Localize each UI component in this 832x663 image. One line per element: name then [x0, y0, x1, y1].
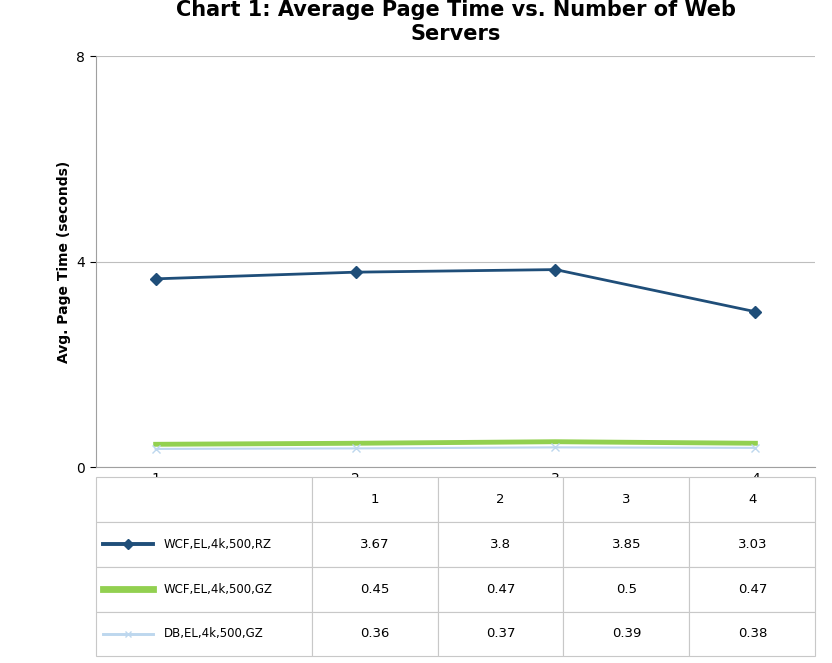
Text: 0.47: 0.47	[486, 583, 515, 596]
Bar	[96, 477, 312, 522]
Text: 3: 3	[622, 493, 631, 507]
Text: 0.36: 0.36	[360, 627, 389, 640]
Title: Chart 1: Average Page Time vs. Number of Web
Servers: Chart 1: Average Page Time vs. Number of…	[176, 1, 735, 44]
Bar	[96, 567, 312, 611]
Text: 2: 2	[496, 493, 505, 507]
Text: WCF,EL,4k,500,GZ: WCF,EL,4k,500,GZ	[164, 583, 273, 596]
Text: 0.47: 0.47	[738, 583, 767, 596]
Bar	[438, 477, 563, 522]
Text: 0.39: 0.39	[612, 627, 641, 640]
Text: 0.38: 0.38	[738, 627, 767, 640]
Bar	[312, 611, 438, 656]
Bar	[563, 522, 690, 567]
Y-axis label: Avg. Page Time (seconds): Avg. Page Time (seconds)	[57, 160, 71, 363]
Bar	[563, 477, 690, 522]
Bar	[96, 611, 312, 656]
Bar	[563, 611, 690, 656]
Bar	[438, 611, 563, 656]
Bar	[438, 522, 563, 567]
Bar	[312, 567, 438, 611]
Text: 0.45: 0.45	[360, 583, 389, 596]
Bar	[690, 522, 815, 567]
Bar	[690, 611, 815, 656]
Text: 4: 4	[748, 493, 756, 507]
Bar	[312, 477, 438, 522]
Text: 3.85: 3.85	[612, 538, 641, 551]
Bar	[690, 567, 815, 611]
Text: 3.03: 3.03	[738, 538, 767, 551]
Bar	[312, 522, 438, 567]
Text: 0.37: 0.37	[486, 627, 515, 640]
Text: DB,EL,4k,500,GZ: DB,EL,4k,500,GZ	[164, 627, 264, 640]
Bar	[96, 522, 312, 567]
Text: WCF,EL,4k,500,RZ: WCF,EL,4k,500,RZ	[164, 538, 272, 551]
Bar	[690, 477, 815, 522]
Text: 0.5: 0.5	[616, 583, 637, 596]
Bar	[438, 567, 563, 611]
Text: 3.8: 3.8	[490, 538, 511, 551]
Text: 1: 1	[370, 493, 379, 507]
Bar	[563, 567, 690, 611]
Text: 3.67: 3.67	[359, 538, 389, 551]
